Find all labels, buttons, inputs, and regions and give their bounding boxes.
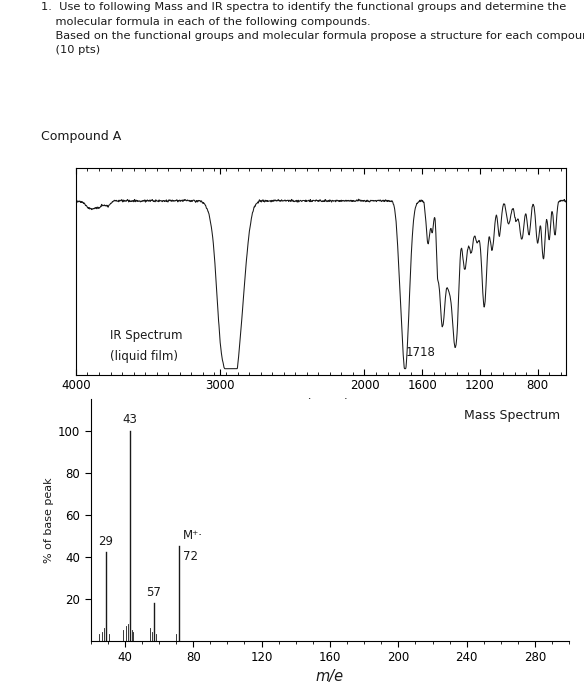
Text: M⁺·: M⁺· [183,528,203,542]
Text: 72: 72 [183,550,198,563]
Text: (liquid film): (liquid film) [110,350,178,363]
Text: Compound A: Compound A [41,130,121,143]
Text: 43: 43 [123,413,137,426]
X-axis label: V (cm⁻¹): V (cm⁻¹) [293,398,349,411]
Text: 1.  Use to following Mass and IR spectra to identify the functional groups and d: 1. Use to following Mass and IR spectra … [41,2,584,55]
Text: 29: 29 [99,535,113,548]
Y-axis label: % of base peak: % of base peak [44,477,54,563]
Text: 57: 57 [147,585,161,598]
Text: Mass Spectrum: Mass Spectrum [464,409,560,421]
X-axis label: m/e: m/e [316,669,344,685]
Text: 1718: 1718 [405,346,435,359]
Text: IR Spectrum: IR Spectrum [110,329,183,342]
